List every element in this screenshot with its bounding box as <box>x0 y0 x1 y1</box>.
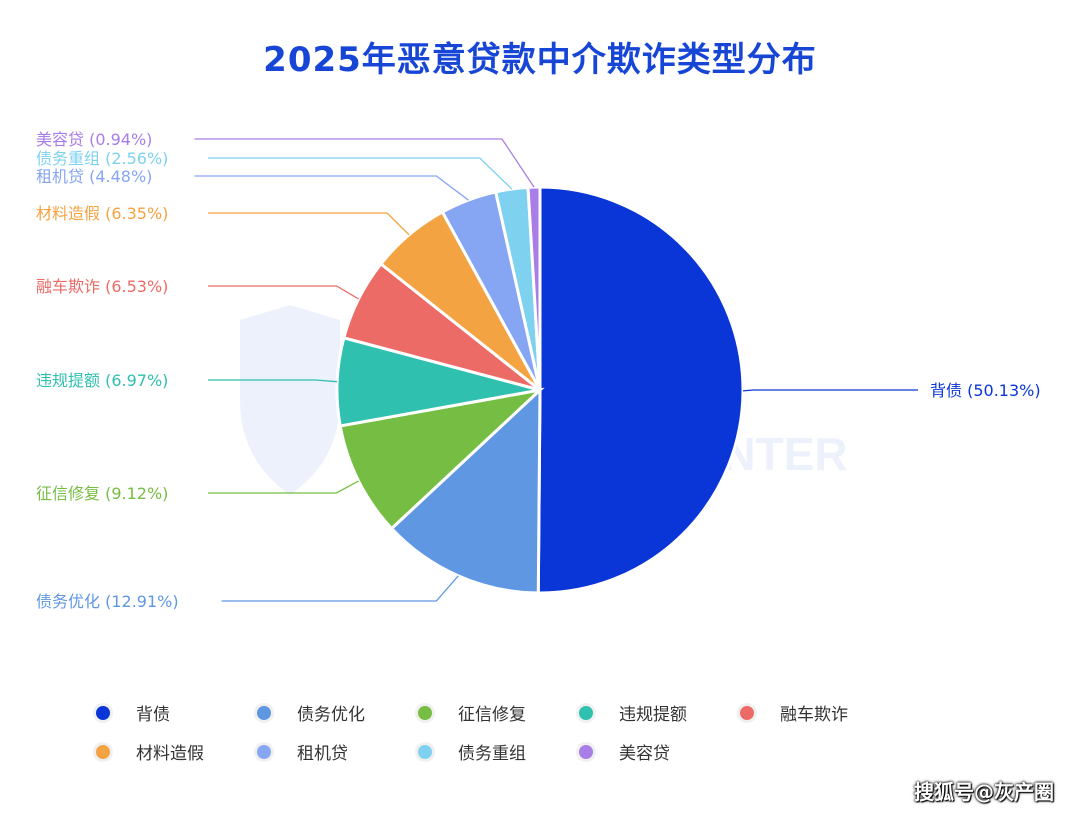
legend-item: 租机贷 <box>257 739 418 764</box>
slice-label: 租机贷 (4.48%) <box>36 167 152 186</box>
leader-line <box>208 285 359 300</box>
slice-label: 材料造假 (6.35%) <box>36 204 168 223</box>
legend-label: 债务重组 <box>458 744 526 764</box>
leader-line <box>208 157 513 190</box>
slice-label: 债务重组 (2.56%) <box>36 149 168 168</box>
legend-label: 背债 <box>136 705 170 725</box>
legend-label: 材料造假 <box>136 744 204 764</box>
legend-dot-icon <box>579 705 593 720</box>
legend-dot-icon <box>257 744 271 759</box>
legend-item: 债务优化 <box>257 700 418 725</box>
pie-chart: 背债 (50.13%) 债务优化 (12.91%) 征信修复 (9.12%) 违规提额… <box>36 130 1041 611</box>
slice-label: 美容贷 (0.94%) <box>36 130 152 149</box>
leader-line <box>208 379 338 383</box>
slice-label: 征信修复 (9.12%) <box>36 484 168 503</box>
legend-label: 租机贷 <box>297 744 348 764</box>
legend-label: 违规提额 <box>619 705 687 725</box>
legend-item: 背债 <box>96 700 257 725</box>
slice-label: 违规提额 (6.97%) <box>36 371 168 390</box>
legend-dot-icon <box>740 705 754 720</box>
legend-label: 融车欺诈 <box>780 705 848 725</box>
legend-item: 融车欺诈 <box>740 700 901 725</box>
leader-line <box>742 389 918 392</box>
legend: 背债 债务优化 征信修复 违规提额 融车欺诈材料造假 租机贷 债务重组 美容贷 <box>96 700 1036 764</box>
leader-line <box>208 480 359 494</box>
pie-slice <box>536 185 745 595</box>
legend-dot-icon <box>96 744 110 759</box>
legend-dot-icon <box>418 744 432 759</box>
legend-item: 债务重组 <box>418 739 579 764</box>
legend-label: 债务优化 <box>297 705 365 725</box>
legend-label: 征信修复 <box>458 705 526 725</box>
legend-dot-icon <box>257 705 271 720</box>
source-credit: 搜狐号@灰产圈 <box>914 780 1054 804</box>
legend-dot-icon <box>96 705 110 720</box>
legend-label: 美容贷 <box>619 744 670 764</box>
legend-item: 违规提额 <box>579 700 740 725</box>
leader-line <box>208 212 410 236</box>
slice-label: 融车欺诈 (6.53%) <box>36 277 168 296</box>
legend-dot-icon <box>418 705 432 720</box>
leader-line <box>221 575 459 602</box>
legend-item: 材料造假 <box>96 739 257 764</box>
chart-title: 2025年恶意贷款中介欺诈类型分布 <box>263 40 817 80</box>
legend-dot-icon <box>579 744 593 759</box>
slice-label: 背债 (50.13%) <box>930 381 1041 400</box>
leader-line <box>194 138 535 188</box>
slice-label: 债务优化 (12.91%) <box>36 592 179 611</box>
leader-line <box>194 175 469 201</box>
legend-item: 美容贷 <box>579 739 740 764</box>
legend-item: 征信修复 <box>418 700 579 725</box>
pie-slice <box>338 387 545 531</box>
